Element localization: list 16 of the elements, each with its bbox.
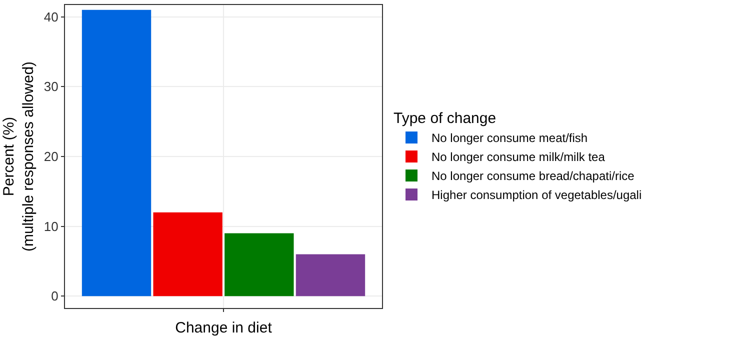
bar xyxy=(296,254,366,296)
bar xyxy=(153,212,222,296)
legend-label: No longer consume milk/milk tea xyxy=(432,150,606,164)
y-tick-label: 10 xyxy=(44,218,58,234)
x-axis-title: Change in diet xyxy=(175,320,273,337)
y-tick-label: 40 xyxy=(44,9,58,24)
bar xyxy=(224,233,294,296)
bar xyxy=(82,10,152,296)
y-tick-label: 0 xyxy=(51,288,58,304)
y-tick-label: 20 xyxy=(44,149,58,164)
legend-label: No longer consume bread/chapati/rice xyxy=(432,169,635,184)
legend-label: Higher consumption of vegetables/ugali xyxy=(432,188,642,202)
y-tick-label: 30 xyxy=(44,79,58,94)
legend-title: Type of change xyxy=(394,110,496,127)
legend-label: No longer consume meat/fish xyxy=(432,131,588,146)
y-axis-title: Percent (%) (multiple responses allowed) xyxy=(0,61,38,252)
